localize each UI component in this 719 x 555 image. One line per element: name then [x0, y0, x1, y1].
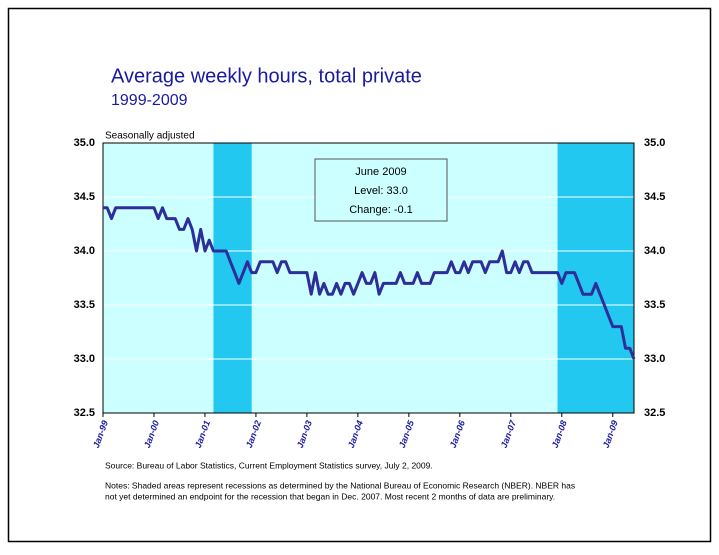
source: Source: Bureau of Labor Statistics, Curr…	[105, 460, 433, 470]
chart-subtitle: 1999-2009	[111, 92, 188, 109]
chart-title: Average weekly hours, total private	[111, 65, 422, 87]
x-tick-label: Jan-02	[244, 419, 263, 449]
note: Notes: Shaded areas represent recessions…	[105, 480, 575, 490]
y-tick-label: 34.5	[74, 191, 95, 203]
y2-tick-label: 34.0	[644, 245, 665, 257]
note: not yet determined an endpoint for the r…	[105, 491, 555, 501]
x-tick-label: Jan-06	[448, 418, 467, 449]
x-tick-label: Jan-05	[397, 418, 416, 449]
x-tick-label: Jan-04	[346, 419, 365, 449]
y-tick-label: 35.0	[74, 137, 95, 149]
y-tick-label: 32.5	[74, 407, 95, 419]
x-tick-label: Jan-00	[142, 419, 161, 449]
x-tick-label: Jan-03	[295, 419, 314, 449]
x-tick-label: Jan-01	[193, 419, 212, 449]
x-tick-label: Jan-09	[601, 419, 620, 449]
y-tick-label: 33.0	[74, 353, 95, 365]
annotation-box	[314, 158, 448, 222]
frame	[7, 7, 712, 543]
line-series	[103, 206, 636, 360]
y2-tick-label: 33.5	[644, 299, 665, 311]
annotation-text: Level: 33.0	[354, 185, 408, 197]
x-tick-label: Jan-08	[550, 419, 569, 449]
x-tick-label: Jan-99	[91, 419, 110, 449]
recession-shade	[213, 143, 252, 413]
y-axis-label: Seasonally adjusted	[105, 131, 195, 142]
y-tick-label: 34.0	[74, 245, 95, 257]
annotation-text: June 2009	[355, 166, 406, 178]
y2-tick-label: 34.5	[644, 191, 665, 203]
annotation-text: Change: -0.1	[349, 204, 413, 216]
x-tick-label: Jan-07	[499, 418, 518, 449]
y2-tick-label: 35.0	[644, 137, 665, 149]
plot-border	[102, 142, 635, 414]
y2-tick-label: 33.0	[644, 353, 665, 365]
recession-shade	[557, 143, 634, 413]
y2-tick-label: 32.5	[644, 407, 665, 419]
y-tick-label: 33.5	[74, 299, 95, 311]
